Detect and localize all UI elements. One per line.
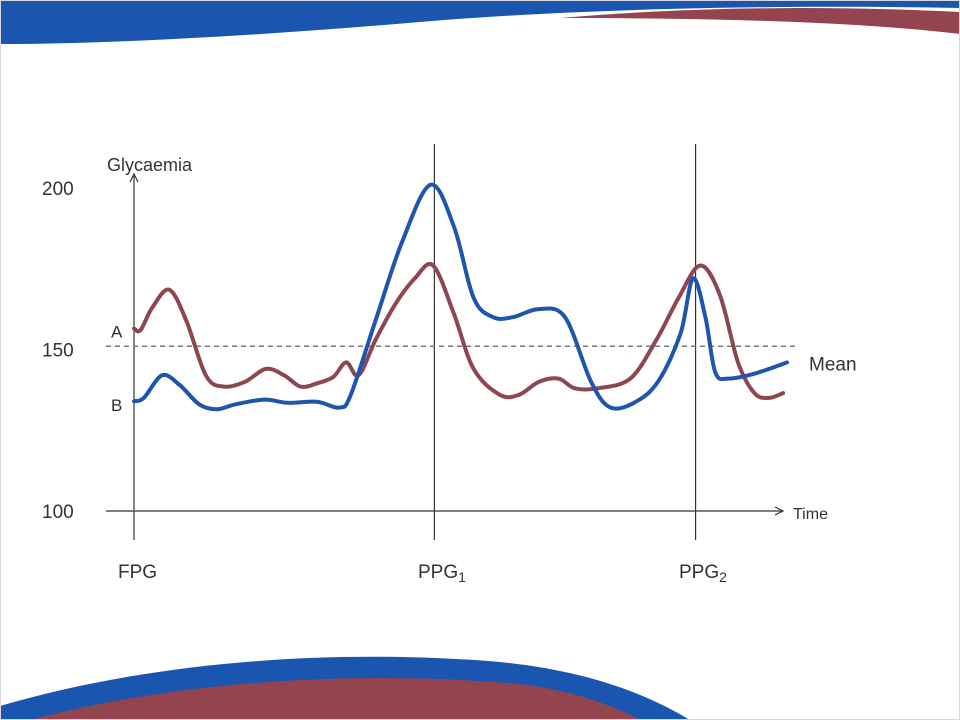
x-axis-arrowhead [774, 506, 785, 516]
footer-band [0, 656, 690, 720]
y-tick-label-100: 100 [42, 502, 74, 523]
x-axis-title: Time [793, 506, 828, 523]
footer-band-red [30, 678, 640, 720]
x-marker-ppg1-base: PPG [418, 562, 458, 583]
x-marker-ppg1-sub: 1 [458, 569, 466, 585]
axes [106, 172, 785, 540]
y-axis-arrowhead [129, 172, 139, 183]
series-group [132, 182, 789, 412]
x-marker-ppg2: PPG2 [679, 562, 727, 585]
y-tick-label-150: 150 [42, 341, 74, 362]
series-b-line [132, 182, 789, 412]
y-tick-label-200: 200 [42, 179, 74, 200]
series-a-line [132, 262, 786, 400]
x-marker-ppg2-sub: 2 [719, 569, 727, 585]
header-band [0, 0, 960, 44]
series-b-label: B [111, 396, 122, 415]
x-marker-fpg-base: FPG [118, 562, 157, 583]
marker-lines [433, 144, 697, 540]
mean-label: Mean [809, 354, 857, 375]
header-band-red [560, 8, 960, 34]
x-marker-ppg1: PPG1 [418, 562, 466, 585]
header-band-blue [0, 0, 960, 44]
series-a-label: A [111, 323, 123, 342]
x-marker-ppg2-base: PPG [679, 562, 719, 583]
x-marker-fpg: FPG [118, 562, 157, 583]
y-axis-title: Glycaemia [107, 155, 193, 175]
